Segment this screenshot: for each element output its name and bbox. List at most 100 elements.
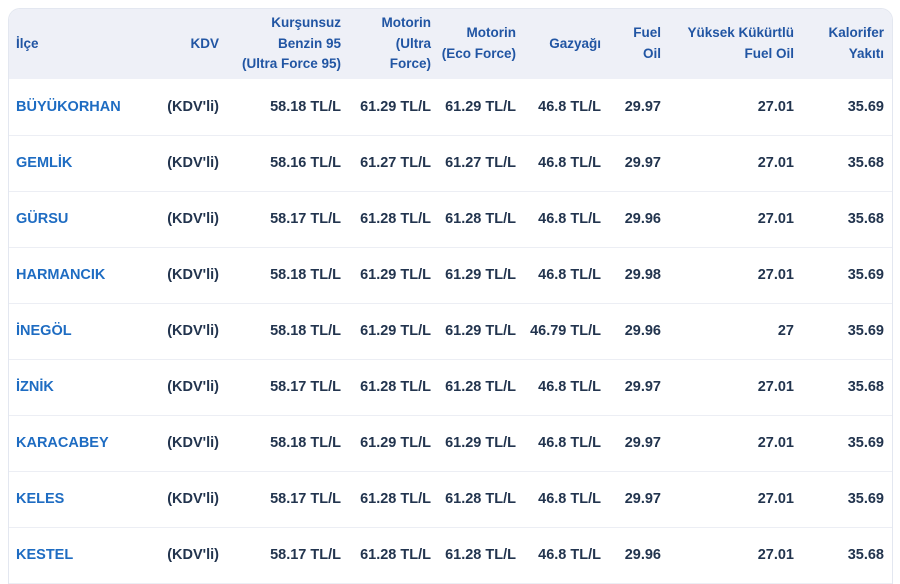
price-cell-benzin95: 58.16 TL/L <box>219 135 341 192</box>
column-header-benzin95: Kurşunsuz Benzin 95 (Ultra Force 95) <box>219 9 341 79</box>
price-cell-fuel_oil: 29.98 <box>601 247 661 304</box>
column-header-kalorifer: Kalorifer Yakıtı <box>794 9 892 79</box>
table-row: HARMANCIK (KDV'li) 58.18 TL/L 61.29 TL/L 61.… <box>9 247 892 304</box>
price-cell-gazyagi: 46.8 TL/L <box>516 359 601 416</box>
price-cell-kalorifer: 35.69 <box>794 415 892 472</box>
price-cell-benzin95: 58.18 TL/L <box>219 415 341 472</box>
price-cell-motorin_ultra: 61.29 TL/L <box>341 415 431 472</box>
price-cell-motorin_eco: 61.29 TL/L <box>431 79 516 136</box>
price-cell-kalorifer: 35.68 <box>794 359 892 416</box>
table-row: BÜYÜKORHAN (KDV'li) 58.18 TL/L 61.29 TL/L 61… <box>9 79 892 136</box>
price-cell-fuel_oil: 29.97 <box>601 359 661 416</box>
price-cell-benzin95: 58.17 TL/L <box>219 191 341 248</box>
price-cell-motorin_ultra: 61.28 TL/L <box>341 359 431 416</box>
price-cell-motorin_eco: 61.28 TL/L <box>431 359 516 416</box>
district-link[interactable]: HARMANCIK <box>9 247 159 304</box>
price-cell-kdv: (KDV'li) <box>159 79 219 136</box>
price-cell-yuksek_kukurtlu: 27.01 <box>661 135 794 192</box>
price-cell-kdv: (KDV'li) <box>159 471 219 528</box>
district-link[interactable]: İNEGÖL <box>9 303 159 360</box>
price-cell-gazyagi: 46.8 TL/L <box>516 471 601 528</box>
price-cell-kdv: (KDV'li) <box>159 247 219 304</box>
price-cell-fuel_oil: 29.97 <box>601 471 661 528</box>
price-cell-motorin_eco: 61.28 TL/L <box>431 471 516 528</box>
district-link[interactable]: GEMLİK <box>9 135 159 192</box>
price-cell-yuksek_kukurtlu: 27 <box>661 303 794 360</box>
fuel-price-table: İlçe KDV Kurşunsuz Benzin 95 (Ultra Force … <box>9 9 892 584</box>
price-cell-motorin_ultra: 61.29 TL/L <box>341 303 431 360</box>
column-header-gazyagi: Gazyağı <box>516 9 601 79</box>
price-cell-gazyagi: 46.8 TL/L <box>516 527 601 584</box>
price-cell-motorin_eco: 61.29 TL/L <box>431 303 516 360</box>
price-cell-fuel_oil: 29.97 <box>601 415 661 472</box>
table-row: KELES (KDV'li) 58.17 TL/L 61.28 TL/L 61.28 T… <box>9 471 892 528</box>
price-cell-motorin_ultra: 61.29 TL/L <box>341 79 431 136</box>
price-cell-benzin95: 58.18 TL/L <box>219 247 341 304</box>
price-cell-kalorifer: 35.68 <box>794 135 892 192</box>
price-cell-kdv: (KDV'li) <box>159 359 219 416</box>
price-cell-motorin_ultra: 61.27 TL/L <box>341 135 431 192</box>
column-header-kdv: KDV <box>159 9 219 79</box>
price-cell-benzin95: 58.18 TL/L <box>219 79 341 136</box>
price-cell-fuel_oil: 29.96 <box>601 527 661 584</box>
price-cell-yuksek_kukurtlu: 27.01 <box>661 527 794 584</box>
column-header-ilce: İlçe <box>9 9 159 79</box>
price-cell-gazyagi: 46.8 TL/L <box>516 135 601 192</box>
price-cell-yuksek_kukurtlu: 27.01 <box>661 191 794 248</box>
price-cell-kalorifer: 35.69 <box>794 79 892 136</box>
price-cell-yuksek_kukurtlu: 27.01 <box>661 415 794 472</box>
price-cell-fuel_oil: 29.97 <box>601 135 661 192</box>
price-cell-motorin_ultra: 61.29 TL/L <box>341 247 431 304</box>
price-cell-kalorifer: 35.69 <box>794 303 892 360</box>
price-cell-yuksek_kukurtlu: 27.01 <box>661 471 794 528</box>
price-cell-fuel_oil: 29.96 <box>601 191 661 248</box>
price-cell-motorin_ultra: 61.28 TL/L <box>341 527 431 584</box>
table-row: GEMLİK (KDV'li) 58.16 TL/L 61.27 TL/L 61.27 … <box>9 135 892 192</box>
price-cell-motorin_ultra: 61.28 TL/L <box>341 191 431 248</box>
price-cell-motorin_ultra: 61.28 TL/L <box>341 471 431 528</box>
price-cell-motorin_eco: 61.29 TL/L <box>431 247 516 304</box>
district-link[interactable]: İZNİK <box>9 359 159 416</box>
price-cell-yuksek_kukurtlu: 27.01 <box>661 359 794 416</box>
price-cell-gazyagi: 46.79 TL/L <box>516 303 601 360</box>
table-body: BÜYÜKORHAN (KDV'li) 58.18 TL/L 61.29 TL/L 61… <box>9 79 892 584</box>
column-header-motorin_ultra: Motorin (Ultra Force) <box>341 9 431 79</box>
table-row: KESTEL (KDV'li) 58.17 TL/L 61.28 TL/L 61.28 … <box>9 527 892 584</box>
price-cell-gazyagi: 46.8 TL/L <box>516 247 601 304</box>
price-cell-gazyagi: 46.8 TL/L <box>516 191 601 248</box>
price-cell-benzin95: 58.17 TL/L <box>219 359 341 416</box>
table-row: İZNİK (KDV'li) 58.17 TL/L 61.28 TL/L 61.28 T… <box>9 359 892 416</box>
price-cell-motorin_eco: 61.27 TL/L <box>431 135 516 192</box>
price-cell-fuel_oil: 29.97 <box>601 79 661 136</box>
header-row: İlçe KDV Kurşunsuz Benzin 95 (Ultra Force … <box>9 9 892 79</box>
price-cell-benzin95: 58.17 TL/L <box>219 527 341 584</box>
price-cell-benzin95: 58.17 TL/L <box>219 471 341 528</box>
price-cell-yuksek_kukurtlu: 27.01 <box>661 247 794 304</box>
price-cell-kalorifer: 35.68 <box>794 191 892 248</box>
price-cell-kalorifer: 35.69 <box>794 247 892 304</box>
price-cell-gazyagi: 46.8 TL/L <box>516 415 601 472</box>
price-cell-kdv: (KDV'li) <box>159 527 219 584</box>
price-cell-kdv: (KDV'li) <box>159 415 219 472</box>
district-link[interactable]: KESTEL <box>9 527 159 584</box>
district-link[interactable]: GÜRSU <box>9 191 159 248</box>
district-link[interactable]: BÜYÜKORHAN <box>9 79 159 136</box>
column-header-yuksek_kukurtlu: Yüksek Kükürtlü Fuel Oil <box>661 9 794 79</box>
column-header-motorin_eco: Motorin (Eco Force) <box>431 9 516 79</box>
district-link[interactable]: KELES <box>9 471 159 528</box>
price-cell-motorin_eco: 61.28 TL/L <box>431 527 516 584</box>
district-link[interactable]: KARACABEY <box>9 415 159 472</box>
price-cell-kalorifer: 35.68 <box>794 527 892 584</box>
price-cell-kdv: (KDV'li) <box>159 191 219 248</box>
price-cell-gazyagi: 46.8 TL/L <box>516 79 601 136</box>
table-row: İNEGÖL (KDV'li) 58.18 TL/L 61.29 TL/L 61.29 … <box>9 303 892 360</box>
fuel-price-card: İlçe KDV Kurşunsuz Benzin 95 (Ultra Force … <box>8 8 893 584</box>
table-row: KARACABEY (KDV'li) 58.18 TL/L 61.29 TL/L 61.… <box>9 415 892 472</box>
price-cell-benzin95: 58.18 TL/L <box>219 303 341 360</box>
column-header-fuel_oil: Fuel Oil <box>601 9 661 79</box>
price-cell-yuksek_kukurtlu: 27.01 <box>661 79 794 136</box>
price-cell-kdv: (KDV'li) <box>159 303 219 360</box>
price-cell-motorin_eco: 61.29 TL/L <box>431 415 516 472</box>
price-cell-motorin_eco: 61.28 TL/L <box>431 191 516 248</box>
table-row: GÜRSU (KDV'li) 58.17 TL/L 61.28 TL/L 61.28 T… <box>9 191 892 248</box>
